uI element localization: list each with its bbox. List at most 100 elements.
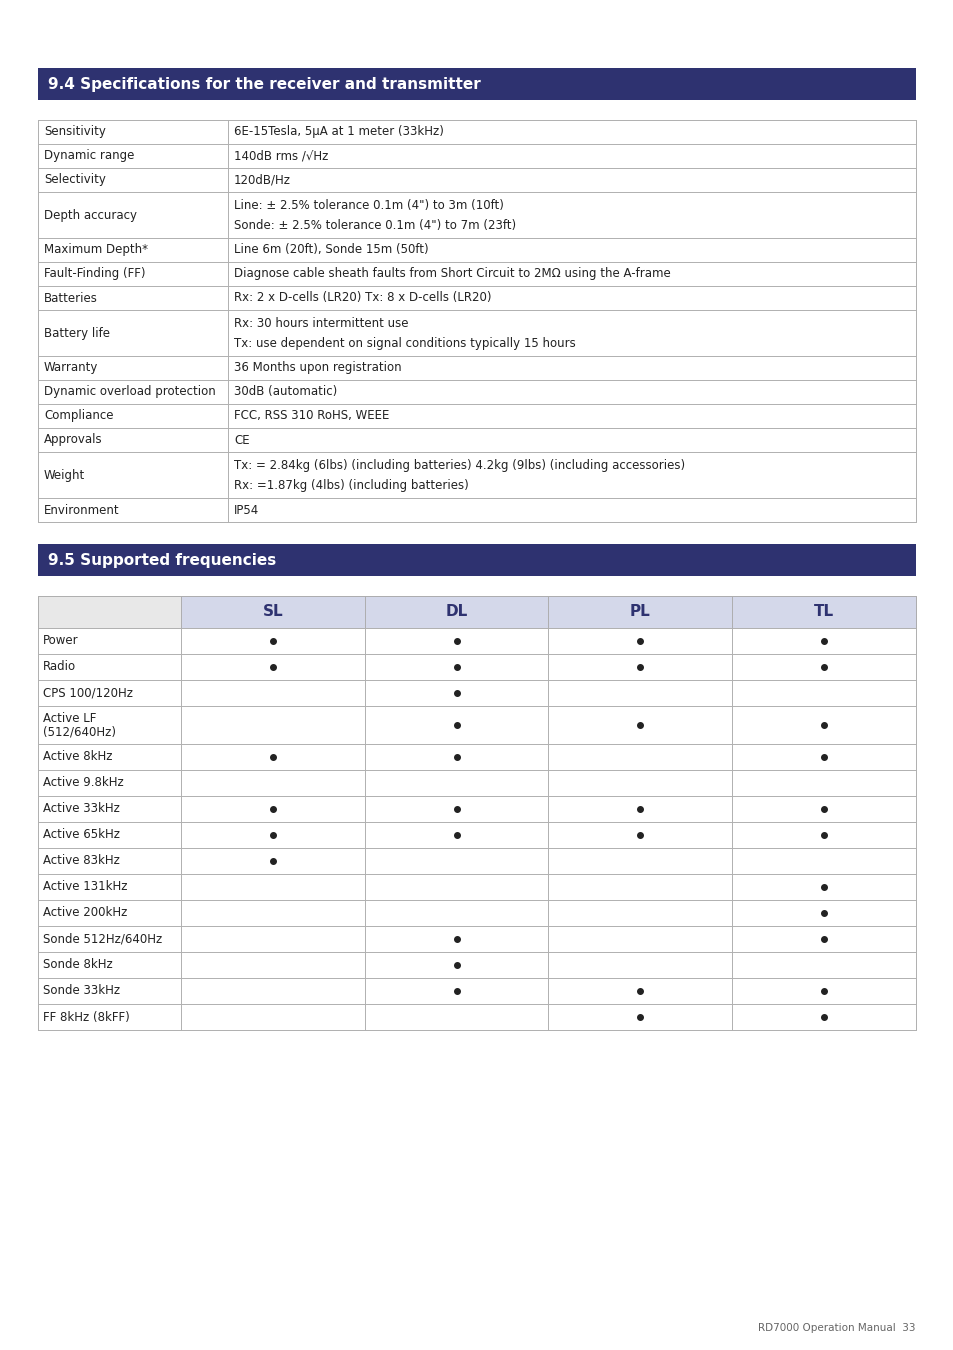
Bar — [228, 192, 915, 238]
Text: Rx: =1.87kg (4lbs) (including batteries): Rx: =1.87kg (4lbs) (including batteries) — [233, 479, 468, 491]
Bar — [181, 900, 364, 926]
Bar — [181, 653, 364, 680]
Bar — [732, 595, 915, 628]
Bar — [732, 952, 915, 977]
Bar — [38, 952, 181, 977]
Text: RD7000 Operation Manual  33: RD7000 Operation Manual 33 — [758, 1323, 915, 1332]
Bar — [181, 706, 364, 744]
Text: Sonde: ± 2.5% tolerance 0.1m (4") to 7m (23ft): Sonde: ± 2.5% tolerance 0.1m (4") to 7m … — [233, 219, 516, 232]
Text: Fault-Finding (FF): Fault-Finding (FF) — [44, 267, 146, 281]
Bar — [38, 595, 915, 1030]
Text: Line 6m (20ft), Sonde 15m (50ft): Line 6m (20ft), Sonde 15m (50ft) — [233, 243, 428, 256]
Bar — [181, 848, 364, 873]
Text: Dynamic overload protection: Dynamic overload protection — [44, 386, 215, 398]
Bar — [364, 873, 548, 900]
Text: 6E-15Tesla, 5μA at 1 meter (33kHz): 6E-15Tesla, 5μA at 1 meter (33kHz) — [233, 126, 443, 139]
Bar — [228, 379, 915, 404]
Bar — [181, 977, 364, 1004]
Bar — [38, 144, 228, 167]
Text: Active 83kHz: Active 83kHz — [43, 855, 120, 868]
Bar — [38, 796, 181, 822]
Bar — [732, 873, 915, 900]
Text: Active 9.8kHz: Active 9.8kHz — [43, 776, 124, 790]
Bar — [364, 822, 548, 848]
Text: PL: PL — [629, 605, 650, 620]
Text: Tx: use dependent on signal conditions typically 15 hours: Tx: use dependent on signal conditions t… — [233, 336, 576, 350]
Text: (512/640Hz): (512/640Hz) — [43, 725, 116, 738]
Text: Batteries: Batteries — [44, 292, 98, 305]
Text: Active 8kHz: Active 8kHz — [43, 751, 112, 764]
Bar — [364, 706, 548, 744]
Text: Active LF: Active LF — [43, 711, 96, 725]
Bar — [181, 769, 364, 796]
Bar — [38, 120, 915, 522]
Bar — [181, 822, 364, 848]
Bar — [732, 1004, 915, 1030]
Bar — [228, 310, 915, 356]
Bar — [38, 68, 915, 100]
Bar — [38, 653, 181, 680]
Bar — [732, 926, 915, 952]
Text: Environment: Environment — [44, 504, 119, 517]
Text: Depth accuracy: Depth accuracy — [44, 208, 137, 221]
Text: 9.5 Supported frequencies: 9.5 Supported frequencies — [48, 552, 276, 567]
Text: Sonde 512Hz/640Hz: Sonde 512Hz/640Hz — [43, 933, 162, 945]
Bar — [732, 977, 915, 1004]
Bar — [38, 286, 228, 310]
Bar — [548, 796, 732, 822]
Bar — [38, 544, 915, 576]
Text: Power: Power — [43, 634, 78, 648]
Text: CPS 100/120Hz: CPS 100/120Hz — [43, 687, 132, 699]
Bar — [181, 796, 364, 822]
Bar — [38, 628, 181, 653]
Bar — [38, 404, 228, 428]
Bar — [548, 900, 732, 926]
Text: Sonde 33kHz: Sonde 33kHz — [43, 984, 120, 998]
Text: CE: CE — [233, 433, 250, 447]
Text: Rx: 2 x D-cells (LR20) Tx: 8 x D-cells (LR20): Rx: 2 x D-cells (LR20) Tx: 8 x D-cells (… — [233, 292, 491, 305]
Bar — [548, 977, 732, 1004]
Bar — [548, 848, 732, 873]
Bar — [228, 262, 915, 286]
Text: Rx: 30 hours intermittent use: Rx: 30 hours intermittent use — [233, 317, 408, 331]
Bar — [732, 848, 915, 873]
Bar — [364, 744, 548, 769]
Text: Warranty: Warranty — [44, 362, 98, 374]
Bar — [228, 167, 915, 192]
Text: 36 Months upon registration: 36 Months upon registration — [233, 362, 401, 374]
Bar — [732, 822, 915, 848]
Bar — [364, 595, 548, 628]
Text: Diagnose cable sheath faults from Short Circuit to 2MΩ using the A-frame: Diagnose cable sheath faults from Short … — [233, 267, 670, 281]
Bar — [38, 977, 181, 1004]
Bar — [364, 926, 548, 952]
Text: Tx: = 2.84kg (6lbs) (including batteries) 4.2kg (9lbs) (including accessories): Tx: = 2.84kg (6lbs) (including batteries… — [233, 459, 684, 472]
Bar — [228, 498, 915, 522]
Bar — [364, 977, 548, 1004]
Bar — [228, 144, 915, 167]
Bar — [38, 680, 181, 706]
Text: FCC, RSS 310 RoHS, WEEE: FCC, RSS 310 RoHS, WEEE — [233, 409, 389, 423]
Bar — [732, 680, 915, 706]
Text: DL: DL — [445, 605, 467, 620]
Bar — [38, 120, 228, 144]
Bar — [548, 1004, 732, 1030]
Bar — [228, 452, 915, 498]
Bar — [38, 744, 181, 769]
Bar — [181, 628, 364, 653]
Bar — [364, 900, 548, 926]
Bar — [38, 452, 228, 498]
Bar — [38, 262, 228, 286]
Bar — [38, 1004, 181, 1030]
Bar — [38, 167, 228, 192]
Bar — [732, 706, 915, 744]
Bar — [364, 1004, 548, 1030]
Bar — [732, 796, 915, 822]
Bar — [732, 769, 915, 796]
Bar — [38, 310, 228, 356]
Bar — [548, 926, 732, 952]
Text: Selectivity: Selectivity — [44, 174, 106, 186]
Text: Active 65kHz: Active 65kHz — [43, 829, 120, 841]
Bar — [181, 595, 364, 628]
Bar — [548, 744, 732, 769]
Bar — [364, 769, 548, 796]
